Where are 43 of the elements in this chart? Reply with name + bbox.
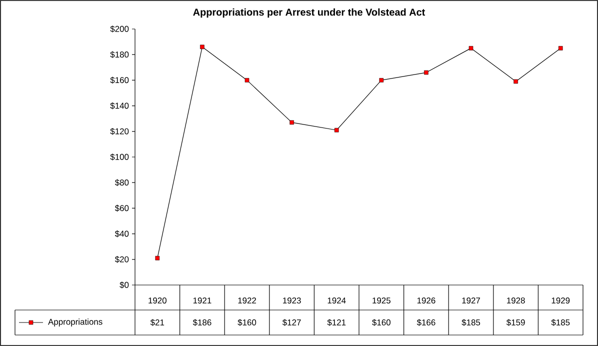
- y-tick-label: $80: [114, 179, 129, 186]
- y-tick-label: $0: [120, 282, 129, 288]
- data-label: $166: [416, 319, 436, 326]
- x-tick-label: 1920: [148, 298, 166, 304]
- data-label: $160: [372, 319, 390, 326]
- data-label: $21: [150, 319, 164, 326]
- x-tick-label: 1924: [328, 298, 346, 304]
- point: [379, 78, 384, 82]
- data-label: $121: [327, 319, 346, 326]
- data-label: $185: [462, 319, 480, 326]
- x-tick-label: 1927: [462, 298, 480, 304]
- x-tick-label: 1921: [193, 298, 212, 304]
- data-label: $160: [238, 319, 256, 326]
- y-tick-label: $20: [114, 256, 129, 263]
- y-tick-label: $180: [110, 51, 129, 58]
- y-tick-label: $120: [110, 128, 129, 135]
- chart-title: Appropriations per Arrest under the Volstead Act: [193, 8, 426, 18]
- x-tick-label: 1923: [283, 298, 301, 304]
- x-tick-label: 1926: [417, 298, 436, 304]
- y-tick-label: $200: [110, 26, 129, 32]
- y-tick-label: $60: [114, 204, 129, 212]
- x-tick-label: 1928: [507, 298, 525, 304]
- data-label: $159: [506, 319, 525, 326]
- point: [290, 120, 294, 125]
- y-tick-label: $40: [114, 230, 129, 238]
- legend-label: Appropriations: [48, 318, 102, 326]
- point: [558, 46, 563, 50]
- point: [244, 78, 250, 82]
- y-tick-label: $140: [110, 102, 129, 110]
- x-tick-label: 1922: [238, 298, 256, 304]
- point: [424, 70, 428, 75]
- data-label: $185: [551, 319, 570, 326]
- x-tick-label: 1929: [552, 298, 570, 304]
- point: [468, 46, 474, 50]
- point: [155, 256, 160, 260]
- y-tick-label: $160: [110, 76, 129, 84]
- point: [200, 44, 204, 50]
- data-label: $127: [282, 319, 301, 326]
- data-label: $186: [192, 319, 212, 326]
- point: [334, 128, 339, 132]
- point: [514, 79, 518, 84]
- y-tick-label: $100: [110, 154, 129, 160]
- x-tick-label: 1925: [372, 298, 390, 304]
